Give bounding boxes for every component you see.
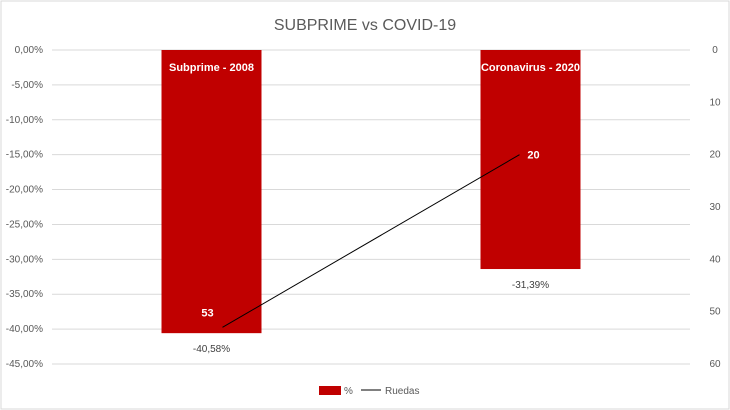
right-tick-label: 30 (709, 202, 721, 213)
legend: % Ruedas (319, 386, 419, 397)
left-axis-ticks: 0,00% -5,00% -10,00% -15,00% -20,00% -25,00% -… (6, 45, 43, 370)
left-tick-label: -45,00% (6, 359, 43, 370)
gridlines (52, 49, 690, 365)
left-tick-label: -20,00% (6, 185, 43, 196)
right-tick-label: 10 (709, 97, 721, 108)
line-series: 53 20 (201, 150, 540, 328)
line-point-label: 53 (201, 307, 213, 319)
category-label: Subprime - 2008 (169, 62, 254, 74)
left-tick-label: 0,00% (15, 45, 43, 56)
left-tick-label: -35,00% (6, 289, 43, 300)
bar-value-label: -40,58% (193, 344, 230, 355)
right-tick-label: 60 (709, 359, 721, 370)
bar (161, 50, 262, 334)
left-tick-label: -40,00% (6, 324, 43, 335)
right-tick-label: 0 (712, 45, 718, 56)
legend-bar-label: % (344, 386, 353, 397)
right-tick-label: 50 (709, 307, 721, 318)
legend-line-label: Ruedas (385, 386, 419, 397)
bar (480, 50, 581, 270)
chart-title: SUBPRIME vs COVID-19 (274, 17, 456, 34)
bar-value-label: -31,39% (512, 280, 549, 291)
right-tick-label: 40 (709, 254, 721, 265)
right-tick-label: 20 (709, 150, 721, 161)
category-label: Coronavirus - 2020 (481, 62, 580, 74)
left-tick-label: -5,00% (11, 80, 43, 91)
left-tick-label: -15,00% (6, 150, 43, 161)
line-point-label: 20 (527, 150, 539, 162)
bar-series: Subprime - 2008 -40,58% Coronavirus - 2020… (161, 50, 581, 355)
right-axis-ticks: 0 10 20 30 40 50 60 (709, 45, 721, 370)
left-tick-label: -25,00% (6, 219, 43, 230)
left-tick-label: -30,00% (6, 254, 43, 265)
left-tick-label: -10,00% (6, 115, 43, 126)
series-line (222, 154, 520, 328)
legend-bar-swatch (319, 386, 341, 395)
